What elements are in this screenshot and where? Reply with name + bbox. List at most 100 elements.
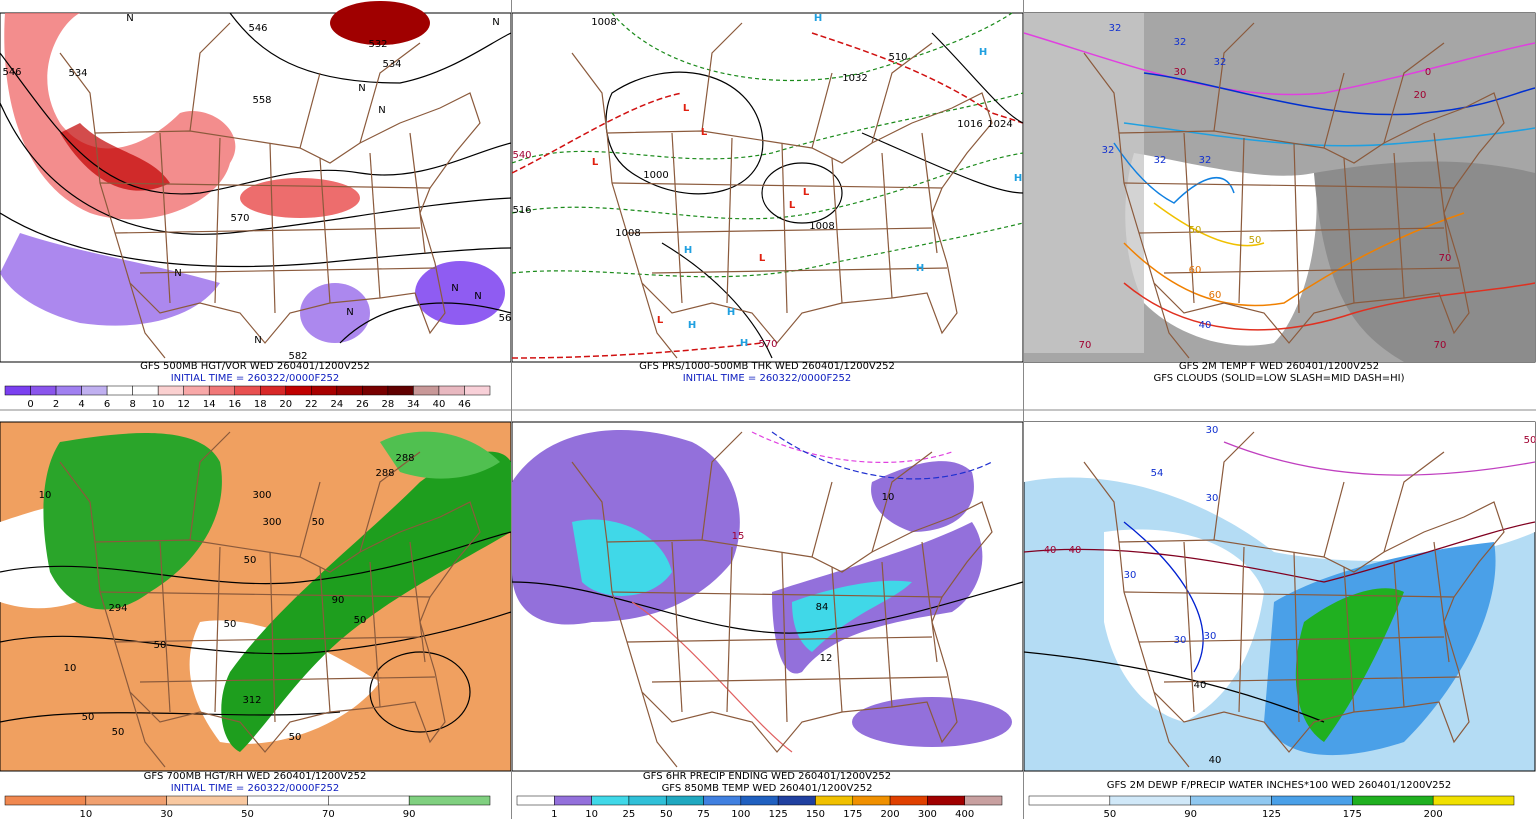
map-label: 288 xyxy=(395,453,414,464)
colorbar-label: 300 xyxy=(918,809,937,819)
colorbar-swatch xyxy=(438,385,465,396)
colorbar-label: 14 xyxy=(203,399,216,410)
panel-subtitle: GFS CLOUDS (SOLID=LOW SLASH=MID DASH=HI) xyxy=(1153,373,1404,384)
colorbar-label: 50 xyxy=(1103,809,1116,819)
panel-subtitle: INITIAL TIME = 260322/0000F252 xyxy=(171,783,340,794)
colorbar-swatch xyxy=(1190,795,1272,806)
map-label: H xyxy=(684,245,692,256)
map-label: 50 xyxy=(1249,235,1262,246)
map-label: 40 xyxy=(1199,320,1212,331)
map-label: L xyxy=(657,315,664,326)
colorbar-swatch xyxy=(387,385,414,396)
map-label: 15 xyxy=(732,531,745,542)
map-label: 32 xyxy=(1154,155,1167,166)
panel-title: GFS 2M TEMP F WED 260401/1200V252 xyxy=(1179,361,1379,372)
colorbar-swatch xyxy=(311,385,338,396)
map-dewpoint xyxy=(1023,421,1536,772)
colorbar-swatch xyxy=(777,795,816,806)
map-label: 32 xyxy=(1199,155,1212,166)
map-label: 50 xyxy=(224,619,237,630)
colorbar-label: 125 xyxy=(1262,809,1281,819)
map-label: 50 xyxy=(244,555,257,566)
colorbar-swatch xyxy=(85,795,167,806)
map-500mb xyxy=(0,1,512,363)
map-label: 32 xyxy=(1214,57,1227,68)
colorbar-label: 10 xyxy=(585,809,598,819)
colorbar-label: 40 xyxy=(433,399,446,410)
colorbar-swatch xyxy=(285,385,312,396)
map-label: N xyxy=(451,283,458,294)
colorbar-swatch xyxy=(408,795,491,806)
colorbar-label: 90 xyxy=(1184,809,1197,819)
map-label: 1024 xyxy=(987,119,1012,130)
colorbar-label: 50 xyxy=(241,809,254,819)
map-label: 30 xyxy=(1124,570,1137,581)
map-label: 60 xyxy=(1209,290,1222,301)
colorbar-swatch xyxy=(81,385,108,396)
colorbar-swatch xyxy=(1109,795,1191,806)
colorbar-label: 200 xyxy=(1424,809,1443,819)
colorbar-label: 50 xyxy=(660,809,673,819)
map-label: N xyxy=(492,17,499,28)
colorbar-swatch xyxy=(1271,795,1353,806)
colorbar-label: 26 xyxy=(356,399,369,410)
map-label: 20 xyxy=(1414,90,1427,101)
panel-title: GFS 2M DEWP F/PRECIP WATER INCHES*100 WE… xyxy=(1107,780,1452,791)
colorbar-label: 25 xyxy=(623,809,636,819)
map-label: H xyxy=(814,13,822,24)
map-label: 40 xyxy=(1044,545,1057,556)
map-label: 12 xyxy=(820,653,833,664)
colorbar-label: 2 xyxy=(53,399,59,410)
map-label: 516 xyxy=(512,205,531,216)
colorbar-swatch xyxy=(554,795,592,806)
map-label: 534 xyxy=(382,59,401,70)
map-label: 30 xyxy=(1174,635,1187,646)
colorbar-swatch xyxy=(30,385,57,396)
map-label: 570 xyxy=(758,339,777,350)
colorbar-swatch xyxy=(362,385,389,396)
map-label: 294 xyxy=(108,603,127,614)
map-label: 30 xyxy=(1174,67,1187,78)
map-label: 1032 xyxy=(842,73,867,84)
colorbar-label: 125 xyxy=(769,809,788,819)
map-label: H xyxy=(740,338,748,349)
map-label: L xyxy=(789,200,796,211)
colorbar-swatch xyxy=(413,385,440,396)
panel-title: GFS 6HR PRECIP ENDING WED 260401/1200V25… xyxy=(643,771,891,782)
map-temp-clouds xyxy=(1023,12,1536,363)
colorbar-label: 46 xyxy=(458,399,471,410)
map-label: 56 xyxy=(499,313,512,324)
map-label: 510 xyxy=(888,52,907,63)
map-label: 558 xyxy=(252,95,271,106)
colorbar-swatch xyxy=(183,385,210,396)
colorbar-label: 400 xyxy=(955,809,974,819)
colorbar-swatch xyxy=(166,795,248,806)
colorbar-swatch xyxy=(628,795,667,806)
map-label: 10 xyxy=(64,663,77,674)
colorbar-swatch xyxy=(665,795,704,806)
map-label: 50 xyxy=(112,727,125,738)
colorbar-label: 8 xyxy=(129,399,135,410)
map-label: L xyxy=(592,157,599,168)
map-label: 288 xyxy=(375,468,394,479)
map-label: 582 xyxy=(288,351,307,362)
map-label: 534 xyxy=(68,68,87,79)
map-label: 50 xyxy=(1524,435,1536,446)
map-label: 90 xyxy=(332,595,345,606)
colorbar-swatch xyxy=(1028,795,1111,806)
map-label: H xyxy=(688,320,696,331)
colorbar-label: 1 xyxy=(551,809,557,819)
map-label: 84 xyxy=(816,602,829,613)
map-label: 1008 xyxy=(615,228,640,239)
map-label: H xyxy=(727,307,735,318)
colorbar-swatch xyxy=(157,385,184,396)
map-label: H xyxy=(1014,173,1022,184)
colorbar-swatch xyxy=(208,385,235,396)
colorbar-label: 22 xyxy=(305,399,318,410)
colorbar-label: 4 xyxy=(78,399,84,410)
colorbar-label: 100 xyxy=(731,809,750,819)
map-label: L xyxy=(683,103,690,114)
colorbar-label: 16 xyxy=(228,399,241,410)
map-label: 10 xyxy=(882,492,895,503)
